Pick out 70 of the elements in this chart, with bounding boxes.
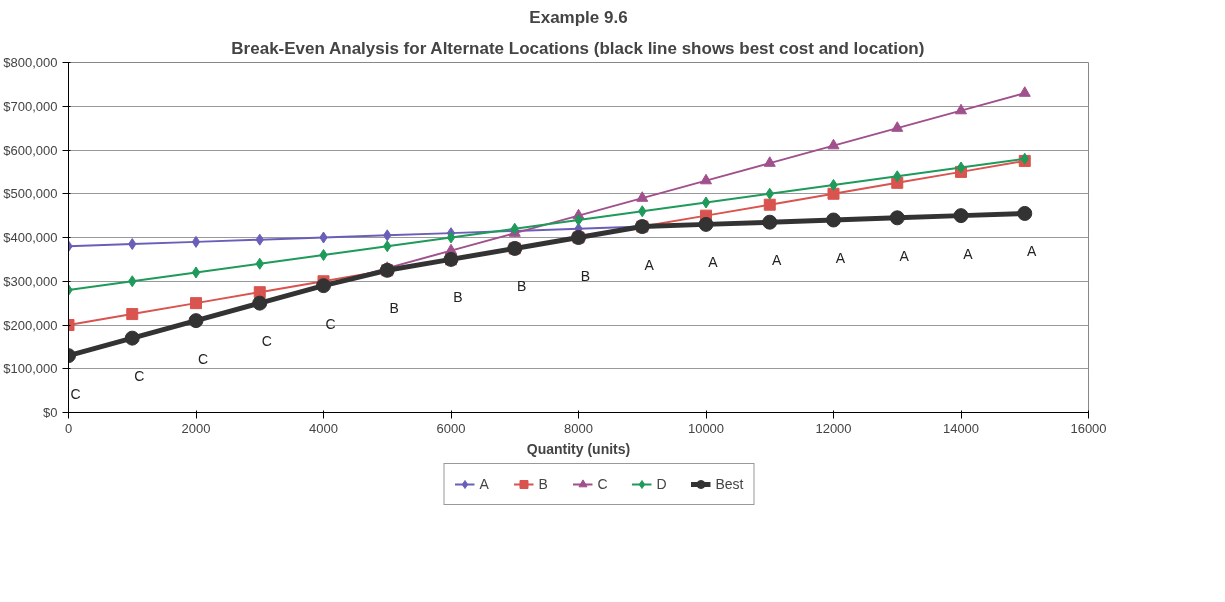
legend-label: A	[479, 476, 490, 492]
legend-label: C	[597, 476, 609, 492]
data-label: C	[134, 368, 145, 385]
x-tick-label: 4000	[309, 420, 338, 436]
x-tick-label: 12000	[815, 420, 852, 436]
data-label: B	[453, 289, 463, 306]
point	[827, 138, 840, 150]
data-label: C	[197, 350, 209, 367]
y-tick-label: $600,000	[3, 142, 58, 158]
y-tick-label: $500,000	[3, 186, 58, 202]
chart-subtitle: Break-Even Analysis for Alternate Locations (black line shows best cost and location)	[231, 38, 925, 58]
point	[955, 103, 967, 115]
point	[826, 212, 841, 228]
point	[636, 191, 649, 202]
data-label: C	[261, 333, 272, 350]
x-tick-label: 8000	[564, 420, 593, 436]
legend-label: B	[538, 476, 549, 492]
point	[1018, 86, 1031, 97]
point	[316, 278, 331, 294]
point	[252, 295, 268, 311]
point	[1017, 205, 1033, 221]
point	[827, 187, 840, 200]
y-tick-label: $700,000	[3, 98, 58, 114]
y-tick-label: $200,000	[3, 317, 58, 333]
x-tick-label: 14000	[942, 420, 980, 436]
data-label: B	[517, 278, 527, 295]
x-tick-label: 0	[64, 420, 73, 436]
x-tick-label: 6000	[436, 420, 466, 436]
data-label: A	[835, 250, 846, 266]
data-label: A	[1027, 243, 1038, 260]
data-label: C	[70, 385, 81, 402]
point	[319, 249, 328, 261]
data-label: A	[708, 254, 719, 271]
x-tick-label: 16000	[1070, 420, 1107, 436]
point	[124, 330, 140, 346]
y-tick-label: $800,000	[3, 55, 58, 70]
point	[956, 161, 966, 174]
point	[190, 297, 202, 310]
data-label: A	[963, 245, 974, 262]
y-tick-label: $100,000	[3, 361, 58, 377]
point	[191, 235, 201, 248]
x-tick-label: 2000	[181, 420, 211, 436]
point	[889, 210, 905, 226]
point	[891, 121, 904, 132]
point	[763, 198, 776, 211]
data-label: A	[644, 256, 655, 273]
point	[701, 196, 711, 209]
legend-label: D	[656, 476, 668, 492]
point	[953, 208, 969, 224]
data-label: B	[580, 267, 591, 284]
point	[829, 179, 838, 191]
data-label: B	[389, 300, 399, 317]
y-tick-label: $300,000	[3, 273, 58, 289]
y-tick-label: $400,000	[3, 230, 58, 245]
point	[126, 308, 139, 321]
chart-title: Example 9.6	[529, 7, 628, 27]
point	[188, 313, 204, 329]
data-label: A	[899, 247, 910, 264]
point	[762, 214, 778, 230]
data-label: A	[772, 252, 783, 269]
legend-label: Best	[715, 476, 744, 492]
x-axis-title: Quantity (units)	[526, 440, 631, 457]
point	[763, 156, 776, 167]
point	[574, 214, 583, 226]
point	[700, 173, 712, 185]
x-tick-label: 10000	[687, 420, 725, 436]
y-tick-label: $0	[43, 405, 58, 420]
point	[446, 231, 456, 244]
data-label: C	[325, 315, 336, 332]
point	[191, 266, 201, 279]
